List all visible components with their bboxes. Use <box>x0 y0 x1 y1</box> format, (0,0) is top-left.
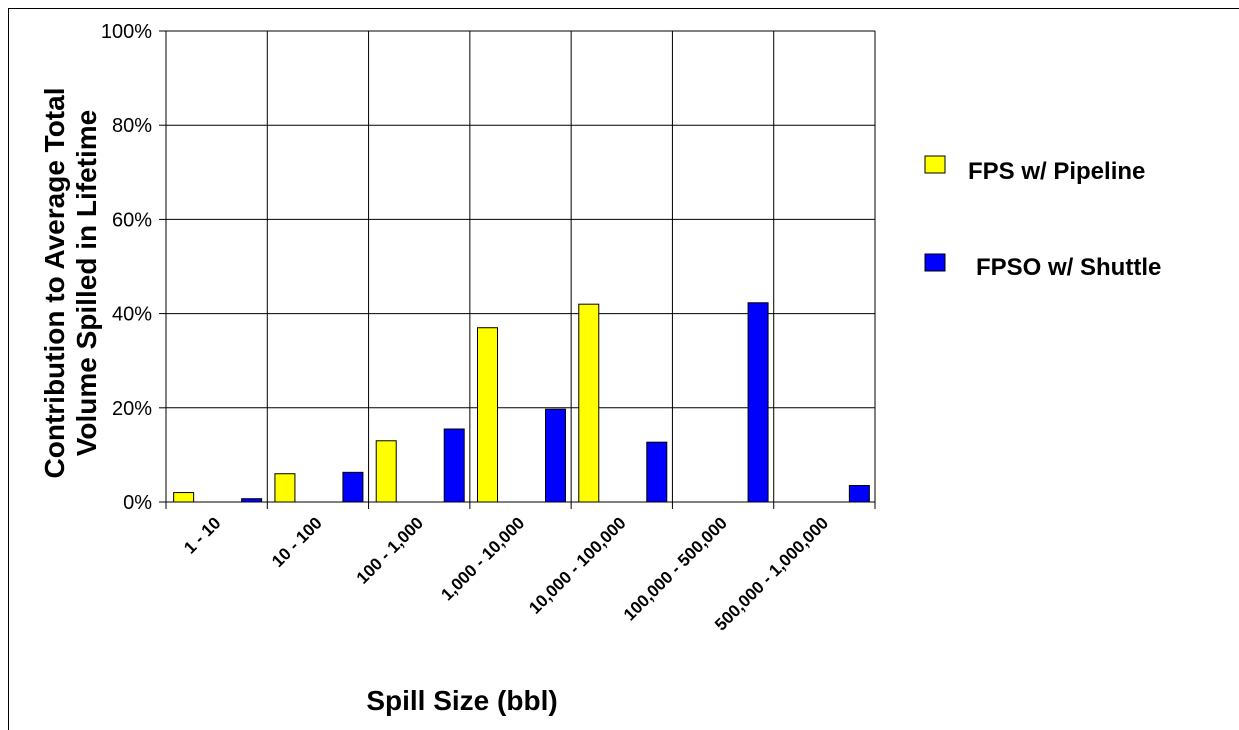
y-axis-title-line-2: Volume Spilled in Lifetime <box>71 110 102 456</box>
bar-fps-pipeline <box>173 492 195 503</box>
x-category-label: 500,000 - 1,000,000 <box>711 513 832 634</box>
x-category-label: 1 - 10 <box>180 513 224 557</box>
bars <box>173 302 870 503</box>
y-tick-labels: 0% 20% 40% 60% 80% 100% <box>101 21 152 514</box>
y-tick-label: 60% <box>112 209 152 231</box>
bar-fpso-shuttle <box>241 498 263 503</box>
legend-label-fps-pipeline: FPS w/ Pipeline <box>968 158 1145 185</box>
bar-fpso-shuttle <box>848 485 870 503</box>
x-category-label: 10,000 - 100,000 <box>525 513 629 617</box>
y-tick-label: 0% <box>123 492 152 514</box>
y-tick-label: 80% <box>112 115 152 137</box>
bar-fpso-shuttle <box>646 441 668 503</box>
bar-fpso-shuttle <box>443 428 465 503</box>
legend: FPS w/ Pipeline FPSO w/ Shuttle <box>924 155 1161 281</box>
y-tick-label: 100% <box>101 21 152 43</box>
x-category-label: 1,000 - 10,000 <box>437 513 528 604</box>
bar-fps-pipeline <box>578 303 600 503</box>
x-category-label: 100,000 - 500,000 <box>620 513 731 624</box>
x-axis-title: Spill Size (bbl) <box>366 685 557 716</box>
x-category-label: 100 - 1,000 <box>353 513 427 587</box>
y-axis-title-line-1: Contribution to Average Total <box>39 88 70 479</box>
x-category-label: 10 - 100 <box>268 513 326 571</box>
bar-fpso-shuttle <box>342 471 364 503</box>
chart-frame <box>8 8 1239 730</box>
bar-fps-pipeline <box>375 440 397 503</box>
bar-fps-pipeline <box>274 473 296 503</box>
bar-fpso-shuttle <box>747 302 769 503</box>
x-category-labels: 1 - 10 10 - 100 100 - 1,000 1,000 - 10,0001… <box>180 513 832 634</box>
bar-fps-pipeline <box>477 327 498 503</box>
y-tick-label: 40% <box>112 304 152 326</box>
legend-swatch-fpso-shuttle <box>924 253 946 272</box>
legend-swatch-fps-pipeline <box>924 155 946 174</box>
legend-label-fpso-shuttle: FPSO w/ Shuttle <box>976 254 1161 281</box>
y-axis-title: Contribution to Average Total Volume Spi… <box>39 88 102 479</box>
bar-fpso-shuttle <box>545 408 566 503</box>
y-tick-label: 20% <box>112 398 152 420</box>
